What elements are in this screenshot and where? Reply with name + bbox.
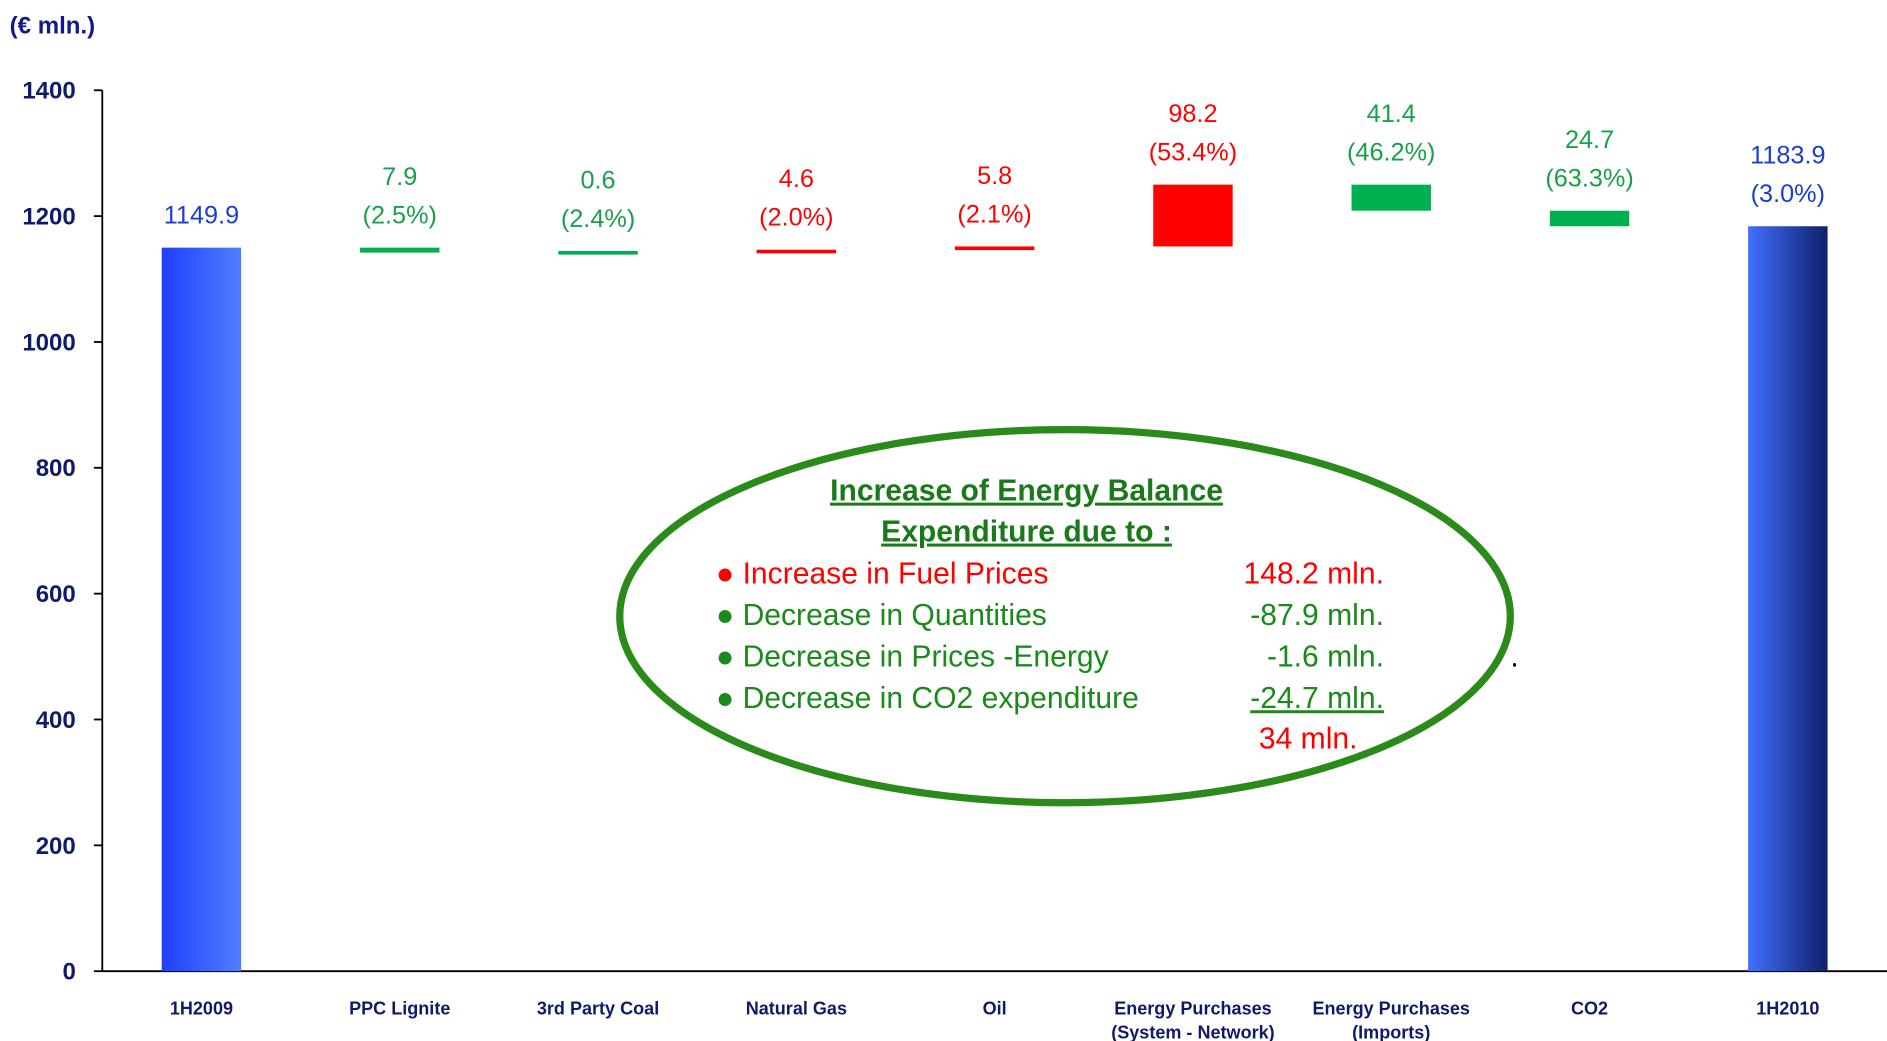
bar: [756, 249, 837, 254]
bar: [161, 247, 242, 972]
y-axis-label: (€ mln.): [10, 13, 96, 40]
value-label: 7.9: [382, 163, 417, 191]
bar: [558, 250, 638, 255]
value-label: 98.2: [1168, 100, 1217, 128]
percent-label: (3.0%): [1751, 180, 1825, 208]
value-label: 4.6: [779, 165, 814, 193]
annotation-amount: -87.9 mln.: [1250, 599, 1384, 632]
x-tick-label: Energy Purchases (System - Network): [1111, 999, 1274, 1041]
annotation-item: ● Decrease in Prices -Energy: [716, 641, 1109, 674]
value-label: 1149.9: [164, 202, 239, 230]
bar: [954, 246, 1035, 251]
x-tick-label: CO2: [1571, 999, 1608, 1019]
x-tick-label: Oil: [983, 999, 1007, 1019]
y-tick-label: 0: [62, 959, 75, 986]
percent-label: (53.4%): [1149, 139, 1237, 167]
x-tick-label: 3rd Party Coal: [537, 999, 659, 1019]
annotation-title: Expenditure due to :: [881, 516, 1172, 549]
value-label: 5.8: [977, 162, 1012, 190]
annotation-item: ● Decrease in CO2 expenditure: [716, 682, 1139, 715]
percent-label: (2.0%): [759, 204, 833, 232]
value-label: 1183.9: [1750, 142, 1825, 170]
x-tick-label: 1H2010: [1756, 999, 1819, 1019]
bar: [1351, 184, 1431, 211]
bar: [1549, 210, 1630, 227]
value-label: 24.7: [1565, 126, 1614, 154]
annotation-amount: -1.6 mln.: [1267, 641, 1384, 674]
x-tick-label: Energy Purchases (Imports): [1312, 999, 1470, 1041]
annotation-stray: .: [1510, 641, 1518, 674]
y-tick-label: 800: [36, 455, 76, 482]
annotation-item: ● Increase in Fuel Prices: [716, 558, 1048, 591]
percent-label: (2.4%): [561, 205, 635, 233]
bar: [1748, 226, 1828, 972]
y-tick-label: 400: [36, 707, 76, 734]
y-tick-label: 1000: [22, 329, 76, 356]
value-label: 0.6: [580, 166, 615, 194]
percent-label: (2.5%): [363, 202, 437, 230]
value-label: 41.4: [1367, 100, 1416, 128]
percent-label: (46.2%): [1347, 139, 1435, 167]
percent-label: (63.3%): [1545, 165, 1633, 193]
x-tick-label: 1H2009: [170, 999, 233, 1019]
y-tick-label: 1400: [22, 78, 76, 105]
percent-label: (2.1%): [957, 200, 1031, 228]
annotation-title: Increase of Energy Balance: [830, 475, 1223, 508]
y-tick-label: 200: [36, 833, 76, 860]
y-tick-label: 1200: [22, 204, 76, 231]
y-tick-label: 600: [36, 581, 76, 608]
x-tick-label: PPC Lignite: [349, 999, 450, 1019]
annotation-total: 34 mln.: [1259, 723, 1358, 756]
annotation-amount: 148.2 mln.: [1244, 558, 1384, 591]
annotation-ellipse: [616, 426, 1514, 807]
x-tick-label: Natural Gas: [746, 999, 847, 1019]
bar: [1153, 184, 1233, 247]
bar: [360, 247, 440, 253]
annotation-item: ● Decrease in Quantities: [716, 599, 1047, 632]
annotation-amount: -24.7 mln.: [1250, 682, 1384, 715]
